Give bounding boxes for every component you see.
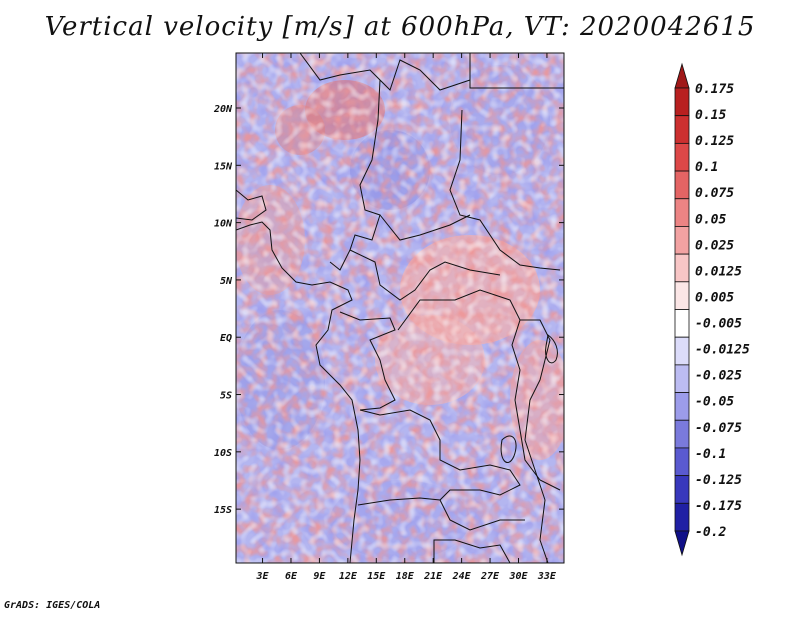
colorbar-label: -0.2 bbox=[695, 525, 726, 540]
lat-tick-label: 10S bbox=[214, 448, 232, 459]
lon-tick-label: 30E bbox=[508, 571, 528, 582]
colorbar-label: -0.05 bbox=[695, 395, 734, 410]
colorbar-segment bbox=[674, 309, 690, 338]
colorbar-segment bbox=[674, 447, 690, 477]
colorbar-label: 0.175 bbox=[695, 82, 734, 97]
longitude-axis: 3E 6E 9E 12E 15E 18E 21E 24E 27E 30E 33E bbox=[256, 53, 557, 582]
lon-tick-label: 27E bbox=[480, 571, 500, 582]
colorbar-top-arrow bbox=[674, 62, 690, 89]
colorbar-segment bbox=[674, 142, 690, 172]
colorbar-label: -0.005 bbox=[695, 317, 742, 332]
lon-tick-label: 18E bbox=[396, 571, 415, 582]
colorbar-label: -0.025 bbox=[695, 369, 742, 384]
colorbar-segment bbox=[674, 226, 690, 255]
grads-credit: GrADS: IGES/COLA bbox=[4, 600, 101, 611]
lat-tick-label: 10N bbox=[214, 219, 233, 230]
latitude-axis: 20N 15N 10N 5N EQ 5S 10S 15S bbox=[213, 104, 564, 516]
colorbar-label: 0.025 bbox=[695, 238, 734, 253]
lon-tick-label: 24E bbox=[452, 571, 472, 582]
colorbar-segment bbox=[674, 336, 690, 366]
colorbar-label: 0.005 bbox=[695, 290, 734, 305]
colorbar-segment bbox=[674, 364, 690, 393]
colorbar-segment bbox=[674, 115, 690, 144]
lat-tick-label: 15S bbox=[214, 505, 232, 516]
map-frame bbox=[235, 52, 565, 564]
lon-tick-label: 21E bbox=[423, 571, 443, 582]
lon-tick-label: 12E bbox=[339, 571, 358, 582]
colorbar-label: 0.125 bbox=[695, 134, 734, 149]
lat-tick-label: 5N bbox=[220, 276, 233, 287]
colorbar-segment bbox=[674, 281, 690, 310]
lon-tick-label: 3E bbox=[256, 571, 270, 582]
colorbar-label: 0.075 bbox=[695, 186, 734, 201]
colorbar-label: 0.1 bbox=[695, 160, 718, 175]
colorbar-bottom-arrow bbox=[674, 530, 690, 557]
colorbar-label: -0.125 bbox=[695, 473, 742, 488]
vertical-velocity-field bbox=[236, 53, 564, 563]
colorbar-segment bbox=[674, 253, 690, 283]
colorbar-label: -0.0125 bbox=[695, 343, 750, 358]
lat-tick-label: EQ bbox=[220, 333, 232, 344]
colorbar-segment bbox=[674, 198, 690, 227]
colorbar-label: -0.175 bbox=[695, 499, 742, 514]
lat-tick-label: 15N bbox=[214, 161, 233, 172]
colorbar-label: -0.1 bbox=[695, 447, 726, 462]
colorbar-segment bbox=[674, 475, 690, 504]
lon-tick-label: 33E bbox=[537, 571, 557, 582]
lat-tick-label: 5S bbox=[220, 391, 232, 402]
colorbar-segment bbox=[674, 87, 690, 117]
country-boundaries bbox=[236, 53, 564, 563]
colorbar: 0.175 0.15 0.125 0.1 0.075 0.05 0.025 0.0125 0.0… bbox=[674, 62, 750, 557]
colorbar-label: 0.15 bbox=[695, 108, 726, 123]
colorbar-label: 0.05 bbox=[695, 212, 726, 227]
colorbar-segment bbox=[674, 170, 690, 200]
colorbar-label: 0.0125 bbox=[695, 264, 742, 279]
lon-tick-label: 9E bbox=[313, 571, 326, 582]
colorbar-segment bbox=[674, 502, 690, 532]
lat-tick-label: 20N bbox=[213, 104, 233, 115]
lon-tick-label: 15E bbox=[367, 571, 386, 582]
colorbar-label: -0.075 bbox=[695, 421, 742, 436]
lon-tick-label: 6E bbox=[285, 571, 298, 582]
map-title: Vertical velocity [m/s] at 600hPa, VT: 2… bbox=[44, 12, 756, 42]
colorbar-segment bbox=[674, 392, 690, 421]
colorbar-segment bbox=[674, 419, 690, 449]
